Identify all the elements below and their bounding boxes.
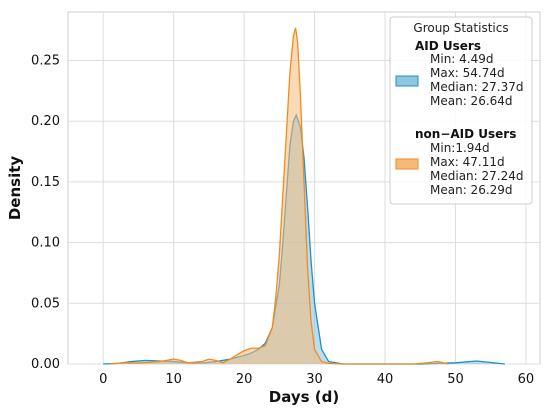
y-tick-label: 0.20 xyxy=(31,114,60,129)
y-tick-label: 0.10 xyxy=(31,236,60,251)
legend-stat-line: Median: 27.24d xyxy=(430,169,523,183)
x-axis-ticks: 0 10 20 30 40 50 60 xyxy=(99,372,534,387)
legend-stat-line: Median: 27.37d xyxy=(430,80,523,94)
y-tick-label: 0.25 xyxy=(31,54,60,69)
density-areas xyxy=(103,27,505,365)
legend-swatch-aid-users xyxy=(395,75,419,87)
x-tick-label: 20 xyxy=(236,372,253,387)
legend-stat-line: Min:1.94d xyxy=(430,141,490,155)
y-axis-ticks: 0.00 0.05 0.10 0.15 0.20 0.25 xyxy=(31,54,60,372)
legend-box xyxy=(389,16,533,205)
legend-stat-line: Mean: 26.64d xyxy=(430,94,513,108)
y-tick-label: 0.15 xyxy=(31,175,60,190)
legend: Group Statistics AID Users Min: 4.49d Ma… xyxy=(389,16,533,205)
legend-stat-line: Min: 4.49d xyxy=(430,52,494,66)
legend-stat-line: Max: 47.11d xyxy=(430,155,505,169)
x-tick-label: 0 xyxy=(99,372,107,387)
legend-stat-line: Mean: 26.29d xyxy=(430,183,513,197)
x-tick-label: 40 xyxy=(377,372,394,387)
x-tick-label: 60 xyxy=(518,372,535,387)
x-tick-label: 10 xyxy=(165,372,182,387)
legend-title: Group Statistics xyxy=(413,21,508,35)
legend-swatch-non-aid-users xyxy=(395,158,419,170)
y-tick-label: 0.00 xyxy=(31,357,60,372)
x-axis-label: Days (d) xyxy=(269,388,340,406)
x-tick-label: 50 xyxy=(447,372,464,387)
y-axis-label: Density xyxy=(6,156,24,221)
density-fill-series-1 xyxy=(110,27,449,365)
legend-stat-line: Max: 54.74d xyxy=(430,66,505,80)
density-line-series-1 xyxy=(110,27,449,365)
legend-series-name: non−AID Users xyxy=(415,127,516,141)
legend-series-name: AID Users xyxy=(415,39,481,53)
x-tick-label: 30 xyxy=(306,372,323,387)
y-tick-label: 0.05 xyxy=(31,296,60,311)
